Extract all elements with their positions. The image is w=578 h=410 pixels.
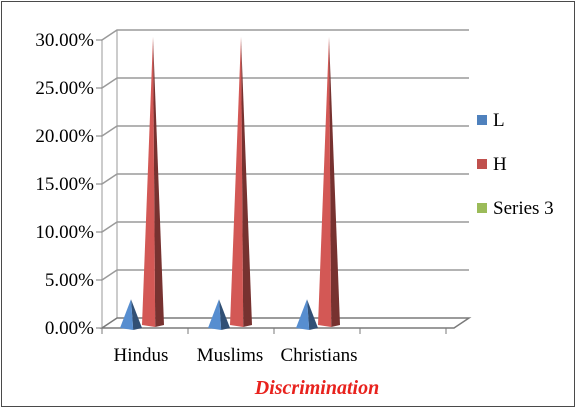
gridlines <box>101 29 469 281</box>
cone-l <box>296 299 310 330</box>
legend-swatch <box>477 203 487 213</box>
legend-label: H <box>493 154 507 175</box>
x-tick-label: Hindus <box>114 345 169 366</box>
floor <box>99 317 472 329</box>
cone-l <box>208 299 222 330</box>
cone-l <box>120 299 134 330</box>
legend-swatch <box>477 159 487 169</box>
x-axis-title: Discrimination <box>254 377 379 399</box>
gridline <box>101 77 469 89</box>
legend-swatch <box>477 115 487 125</box>
gridline <box>101 269 469 281</box>
y-tick-label: 0.00% <box>45 318 94 339</box>
y-tick-label: 15.00% <box>35 174 94 195</box>
y-axis-ticks: 0.00% 5.00% 10.00% 15.00% 20.00% 25.00% 30.00% <box>35 30 102 339</box>
cone-shadow <box>307 299 318 330</box>
gridline <box>101 29 469 41</box>
y-tick-label: 25.00% <box>35 78 94 99</box>
legend-label: Series 3 <box>493 198 554 219</box>
cone-h <box>142 37 156 327</box>
legend-label: L <box>493 110 505 131</box>
y-tick-label: 10.00% <box>35 222 94 243</box>
y-tick-label: 20.00% <box>35 126 94 147</box>
y-tick-label: 30.00% <box>35 30 94 51</box>
cone-h <box>230 37 244 327</box>
gridline <box>101 221 469 233</box>
cone-shadow <box>219 299 230 330</box>
cone-shadow <box>153 37 164 327</box>
y-tick-label: 5.00% <box>45 270 94 291</box>
gridline <box>101 173 469 185</box>
x-tick-label: Christians <box>280 345 357 366</box>
cone-h <box>318 37 332 327</box>
x-tick-label: Muslims <box>197 345 264 366</box>
gridline <box>101 125 469 137</box>
cone-shadow <box>241 37 252 327</box>
cone-shadow <box>329 37 340 327</box>
cones <box>120 37 340 330</box>
legend: L H Series 3 <box>477 110 554 219</box>
x-axis: Hindus Muslims Christians <box>101 328 447 366</box>
cone-shadow <box>131 299 142 330</box>
